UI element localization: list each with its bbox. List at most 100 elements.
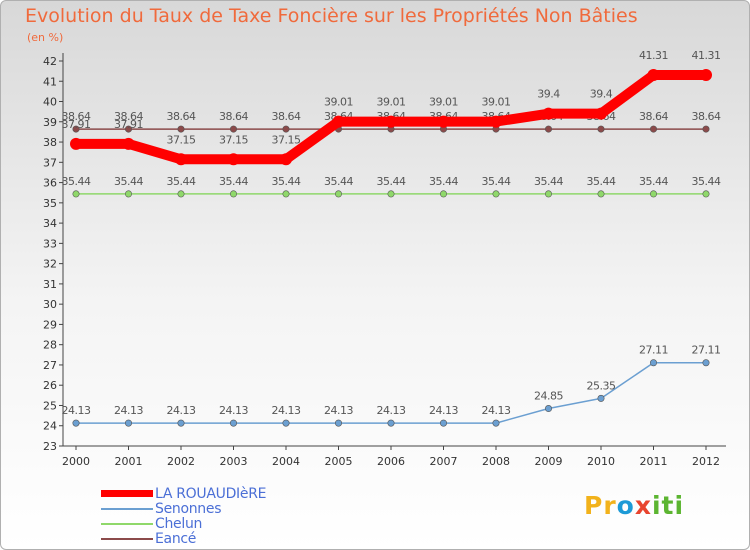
y-tick-label: 35 (43, 197, 57, 210)
y-tick-label: 23 (43, 440, 57, 453)
data-point-eanc- (649, 125, 657, 133)
data-point-senonnes (544, 405, 552, 413)
data-point-eanc- (230, 125, 238, 133)
data-label-la-rouaudi-re: 39.01 (482, 96, 511, 109)
y-tick-label: 32 (43, 258, 57, 271)
data-point-chelun (177, 190, 185, 198)
y-tick-label: 37 (43, 156, 57, 169)
data-point-chelun (125, 190, 133, 198)
data-label-la-rouaudi-re: 37.15 (167, 133, 196, 146)
y-axis-unit: (en %) (27, 31, 64, 44)
data-point-la-rouaudi-re (122, 137, 135, 150)
data-label-senonnes: 24.13 (324, 404, 353, 417)
legend-swatch-senonnes (101, 508, 153, 510)
data-label-eanc-: 38.64 (272, 110, 301, 123)
data-label-eanc-: 38.64 (639, 110, 668, 123)
y-tick-label: 39 (43, 116, 57, 129)
y-tick-label: 34 (43, 217, 57, 230)
data-label-eanc-: 38.64 (219, 110, 248, 123)
data-point-senonnes (702, 359, 710, 367)
data-label-senonnes: 24.13 (219, 404, 248, 417)
x-tick-label: 2002 (167, 455, 195, 468)
y-tick-label: 38 (43, 136, 57, 149)
data-point-senonnes (230, 419, 238, 427)
data-point-la-rouaudi-re (490, 115, 502, 128)
x-tick-label: 2007 (430, 455, 458, 468)
data-label-senonnes: 24.85 (534, 390, 563, 403)
data-label-chelun: 35.44 (587, 175, 616, 188)
y-tick-label: 31 (43, 278, 57, 291)
data-point-la-rouaudi-re (542, 107, 555, 120)
x-tick-label: 2005 (325, 455, 353, 468)
x-tick-label: 2009 (535, 455, 563, 468)
data-point-chelun (72, 190, 80, 198)
data-point-chelun (492, 190, 500, 198)
legend-label-la-rouaudiere: LA ROUAUDIèRE (155, 486, 267, 502)
data-point-senonnes (282, 419, 290, 427)
data-point-eanc- (702, 125, 710, 133)
data-point-la-rouaudi-re (227, 153, 240, 166)
data-label-la-rouaudi-re: 41.31 (692, 49, 721, 62)
data-point-senonnes (125, 419, 133, 427)
proxiti-logo: Proxiti (584, 491, 685, 520)
data-label-senonnes: 24.13 (377, 404, 406, 417)
data-label-senonnes: 27.11 (639, 344, 668, 357)
data-point-chelun (702, 190, 710, 198)
data-point-senonnes (649, 359, 657, 367)
data-point-eanc- (282, 125, 290, 133)
data-point-eanc- (125, 125, 133, 133)
data-label-la-rouaudi-re: 39.01 (377, 96, 406, 109)
data-label-chelun: 35.44 (272, 175, 301, 188)
data-label-chelun: 35.44 (482, 175, 511, 188)
data-label-senonnes: 27.11 (692, 344, 721, 357)
data-label-la-rouaudi-re: 41.31 (639, 49, 668, 62)
data-label-chelun: 35.44 (429, 175, 458, 188)
legend-label-eance: Eancé (155, 531, 197, 547)
data-label-chelun: 35.44 (324, 175, 353, 188)
data-point-senonnes (72, 419, 80, 427)
data-point-chelun (387, 190, 395, 198)
data-point-la-rouaudi-re (70, 137, 82, 150)
x-tick-label: 2001 (115, 455, 143, 468)
y-tick-label: 26 (43, 379, 57, 392)
y-tick-label: 27 (43, 359, 57, 372)
data-label-chelun: 35.44 (114, 175, 143, 188)
chart-title: Evolution du Taux de Taxe Foncière sur l… (25, 5, 638, 27)
data-point-la-rouaudi-re (647, 68, 660, 81)
data-label-eanc-: 38.64 (167, 110, 196, 123)
data-point-la-rouaudi-re (700, 68, 712, 81)
x-tick-label: 2000 (62, 455, 90, 468)
data-point-senonnes (334, 419, 342, 427)
data-label-la-rouaudi-re: 37.15 (272, 133, 301, 146)
data-label-chelun: 35.44 (62, 175, 91, 188)
x-tick-label: 2006 (377, 455, 405, 468)
legend-swatch-eance (101, 538, 153, 540)
data-label-senonnes: 24.13 (62, 404, 91, 417)
data-point-eanc- (597, 125, 605, 133)
data-label-senonnes: 24.13 (482, 404, 511, 417)
data-point-la-rouaudi-re (437, 115, 450, 128)
x-tick-label: 2010 (587, 455, 615, 468)
data-point-senonnes (387, 419, 395, 427)
y-tick-label: 41 (43, 75, 57, 88)
legend-swatch-chelun (101, 523, 153, 525)
data-label-senonnes: 24.13 (167, 404, 196, 417)
data-label-la-rouaudi-re: 37.15 (219, 133, 248, 146)
y-tick-label: 24 (43, 420, 57, 433)
data-point-senonnes (492, 419, 500, 427)
legend-label-chelun: Chelun (155, 516, 203, 532)
data-point-senonnes (177, 419, 185, 427)
y-tick-label: 33 (43, 237, 57, 250)
data-point-chelun (230, 190, 238, 198)
legend-label-senonnes: Senonnes (155, 501, 222, 517)
data-label-chelun: 35.44 (692, 175, 721, 188)
data-point-chelun (597, 190, 605, 198)
y-tick-label: 42 (43, 55, 57, 68)
x-tick-label: 2012 (692, 455, 720, 468)
data-point-chelun (439, 190, 447, 198)
data-label-la-rouaudi-re: 39.4 (590, 88, 613, 101)
data-label-chelun: 35.44 (534, 175, 563, 188)
data-point-eanc- (72, 125, 80, 133)
